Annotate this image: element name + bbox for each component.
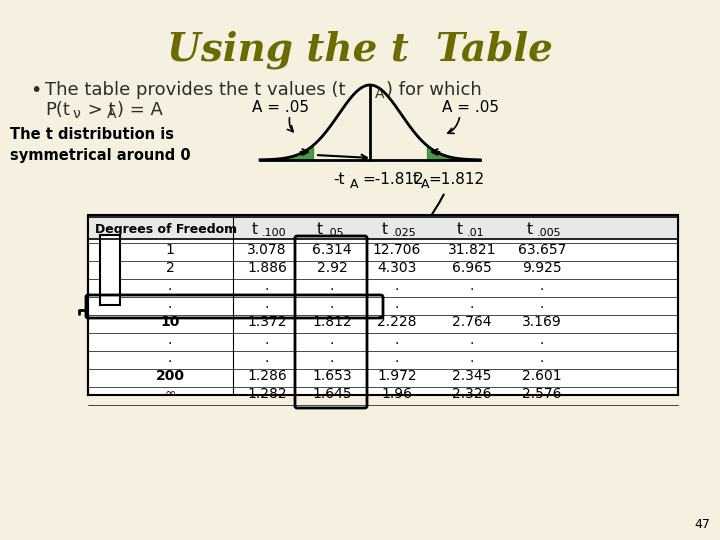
Bar	[100, 235, 120, 305]
Text: .: .	[330, 351, 334, 365]
Text: 6.965: 6.965	[452, 261, 492, 275]
FancyBboxPatch shape	[88, 215, 678, 395]
Text: t: t	[252, 221, 258, 237]
Text: .: .	[168, 351, 172, 365]
Text: .: .	[540, 279, 544, 293]
Text: 47: 47	[694, 518, 710, 531]
Text: 2.576: 2.576	[522, 387, 562, 401]
Text: t: t	[527, 221, 533, 237]
Text: A = .05: A = .05	[441, 100, 498, 116]
Text: A: A	[350, 178, 359, 191]
Text: .: .	[330, 279, 334, 293]
Text: 2.228: 2.228	[377, 315, 417, 329]
Text: t: t	[382, 221, 388, 237]
Text: The t distribution is
symmetrical around 0: The t distribution is symmetrical around…	[10, 127, 191, 163]
Text: ) for which: ) for which	[386, 81, 482, 99]
Text: 1.96: 1.96	[382, 387, 413, 401]
Text: .005: .005	[537, 228, 562, 238]
Text: .: .	[265, 297, 269, 311]
Text: 1.886: 1.886	[247, 261, 287, 275]
Text: .100: .100	[262, 228, 287, 238]
Text: A: A	[375, 87, 384, 101]
Text: t: t	[457, 221, 463, 237]
Text: .: .	[330, 333, 334, 347]
Bar	[88, 217, 678, 239]
Text: 10: 10	[161, 315, 180, 329]
Text: 9.925: 9.925	[522, 261, 562, 275]
Text: =-1.812: =-1.812	[362, 172, 423, 187]
Text: .: .	[265, 279, 269, 293]
Text: A = .05: A = .05	[251, 100, 308, 116]
Text: 4.303: 4.303	[377, 261, 417, 275]
Text: Using the t  Table: Using the t Table	[167, 31, 553, 69]
Text: 1.972: 1.972	[377, 369, 417, 383]
Text: -t: -t	[333, 172, 345, 187]
Text: > t: > t	[82, 101, 115, 119]
Text: .: .	[168, 297, 172, 311]
Text: Degrees of Freedom: Degrees of Freedom	[95, 224, 237, 237]
Text: 2.326: 2.326	[452, 387, 492, 401]
Text: .: .	[168, 279, 172, 293]
Text: 1.653: 1.653	[312, 369, 352, 383]
Text: 31.821: 31.821	[448, 243, 496, 257]
Text: ∞: ∞	[164, 387, 176, 401]
Text: 1: 1	[166, 243, 174, 257]
Text: 63.657: 63.657	[518, 243, 566, 257]
Text: 2.345: 2.345	[452, 369, 492, 383]
Text: •: •	[30, 80, 41, 99]
Text: 2.764: 2.764	[452, 315, 492, 329]
Text: 3.169: 3.169	[522, 315, 562, 329]
Text: P(t: P(t	[45, 101, 70, 119]
Text: .: .	[470, 351, 474, 365]
Text: =1.812: =1.812	[428, 172, 484, 187]
Text: .: .	[540, 351, 544, 365]
Text: .: .	[330, 297, 334, 311]
Text: 1.286: 1.286	[247, 369, 287, 383]
Text: .: .	[395, 351, 399, 365]
Text: .025: .025	[392, 228, 417, 238]
Text: .: .	[168, 333, 172, 347]
Text: 1.282: 1.282	[247, 387, 287, 401]
Text: .: .	[395, 297, 399, 311]
Text: 1.645: 1.645	[312, 387, 352, 401]
Text: .: .	[395, 279, 399, 293]
Text: t: t	[408, 172, 419, 187]
Text: .05: .05	[327, 228, 345, 238]
Text: .01: .01	[467, 228, 485, 238]
Text: 12.706: 12.706	[373, 243, 421, 257]
Text: .: .	[470, 279, 474, 293]
Text: .: .	[540, 297, 544, 311]
Text: A: A	[421, 178, 430, 191]
Text: t: t	[317, 221, 323, 237]
Text: ) = A: ) = A	[117, 101, 163, 119]
Text: 3.078: 3.078	[247, 243, 287, 257]
Text: 2: 2	[166, 261, 174, 275]
Text: 2.601: 2.601	[522, 369, 562, 383]
Text: .: .	[470, 333, 474, 347]
Text: .: .	[540, 333, 544, 347]
Text: .: .	[265, 333, 269, 347]
Text: A: A	[107, 107, 117, 121]
Text: .: .	[395, 333, 399, 347]
Text: 6.314: 6.314	[312, 243, 352, 257]
Text: .: .	[470, 297, 474, 311]
Text: The table provides the t values (t: The table provides the t values (t	[45, 81, 346, 99]
Text: 2.92: 2.92	[317, 261, 347, 275]
Text: 200: 200	[156, 369, 184, 383]
Text: 1.812: 1.812	[312, 315, 352, 329]
Text: ν: ν	[72, 107, 80, 121]
Text: 1.372: 1.372	[247, 315, 287, 329]
Text: .: .	[265, 351, 269, 365]
